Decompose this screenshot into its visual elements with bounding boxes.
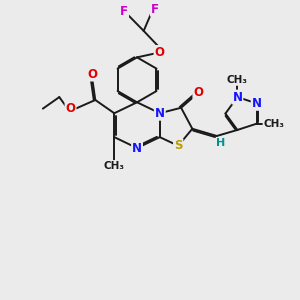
- Text: N: N: [132, 142, 142, 154]
- Text: F: F: [120, 4, 128, 17]
- Text: O: O: [87, 68, 98, 81]
- Text: O: O: [154, 46, 164, 59]
- Text: N: N: [232, 91, 242, 103]
- Text: O: O: [65, 102, 76, 115]
- Text: CH₃: CH₃: [227, 75, 248, 85]
- Text: N: N: [252, 97, 262, 110]
- Text: O: O: [194, 86, 203, 99]
- Text: S: S: [174, 139, 182, 152]
- Text: CH₃: CH₃: [104, 161, 125, 171]
- Text: H: H: [217, 138, 226, 148]
- Text: F: F: [151, 3, 159, 16]
- Text: N: N: [155, 107, 165, 120]
- Text: CH₃: CH₃: [263, 119, 284, 129]
